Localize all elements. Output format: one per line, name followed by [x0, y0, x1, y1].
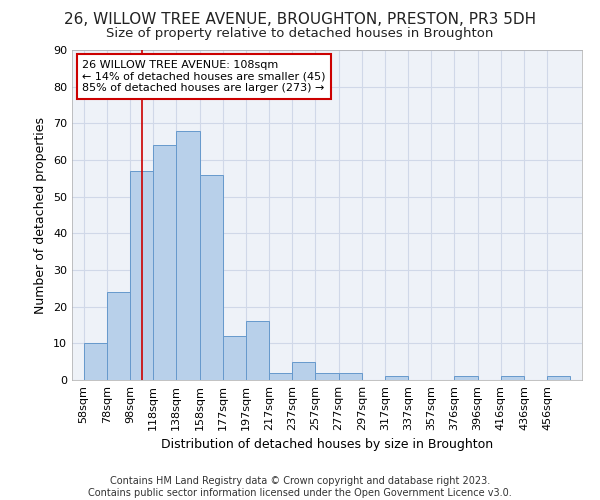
Text: 26 WILLOW TREE AVENUE: 108sqm
← 14% of detached houses are smaller (45)
85% of d: 26 WILLOW TREE AVENUE: 108sqm ← 14% of d…	[82, 60, 326, 93]
Bar	[269, 372, 292, 380]
Bar	[107, 292, 130, 380]
Bar	[153, 146, 176, 380]
Text: Contains HM Land Registry data © Crown copyright and database right 2023.
Contai: Contains HM Land Registry data © Crown c…	[88, 476, 512, 498]
Text: 26, WILLOW TREE AVENUE, BROUGHTON, PRESTON, PR3 5DH: 26, WILLOW TREE AVENUE, BROUGHTON, PREST…	[64, 12, 536, 28]
Bar	[246, 322, 269, 380]
Bar	[292, 362, 316, 380]
Bar	[455, 376, 478, 380]
Bar	[130, 171, 153, 380]
Bar	[547, 376, 571, 380]
Bar	[176, 130, 199, 380]
Bar	[199, 174, 223, 380]
Bar	[501, 376, 524, 380]
X-axis label: Distribution of detached houses by size in Broughton: Distribution of detached houses by size …	[161, 438, 493, 452]
Bar	[83, 344, 107, 380]
Text: Size of property relative to detached houses in Broughton: Size of property relative to detached ho…	[106, 28, 494, 40]
Y-axis label: Number of detached properties: Number of detached properties	[34, 116, 47, 314]
Bar	[316, 372, 338, 380]
Bar	[385, 376, 408, 380]
Bar	[338, 372, 362, 380]
Bar	[223, 336, 246, 380]
